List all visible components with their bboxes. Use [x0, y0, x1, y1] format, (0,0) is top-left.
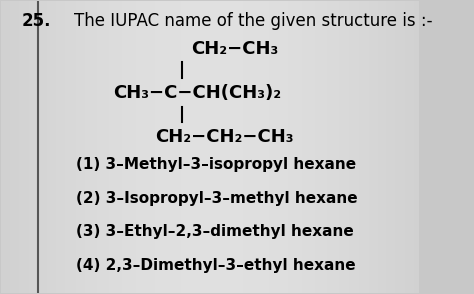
Text: (2) 3–Isopropyl–3–methyl hexane: (2) 3–Isopropyl–3–methyl hexane: [76, 191, 357, 206]
Text: CH₂−CH₃: CH₂−CH₃: [191, 40, 278, 58]
Text: The IUPAC name of the given structure is :-: The IUPAC name of the given structure is…: [73, 12, 432, 30]
Text: CH₃−C−CH(CH₃)₂: CH₃−C−CH(CH₃)₂: [113, 84, 281, 102]
Text: CH₂−CH₂−CH₃: CH₂−CH₂−CH₃: [155, 128, 293, 146]
Text: (4) 2,3–Dimethyl–3–ethyl hexane: (4) 2,3–Dimethyl–3–ethyl hexane: [76, 258, 356, 273]
Text: (3) 3–Ethyl–2,3–dimethyl hexane: (3) 3–Ethyl–2,3–dimethyl hexane: [76, 224, 354, 239]
Text: 25.: 25.: [21, 12, 51, 30]
Text: (1) 3–Methyl–3–isopropyl hexane: (1) 3–Methyl–3–isopropyl hexane: [76, 157, 356, 172]
